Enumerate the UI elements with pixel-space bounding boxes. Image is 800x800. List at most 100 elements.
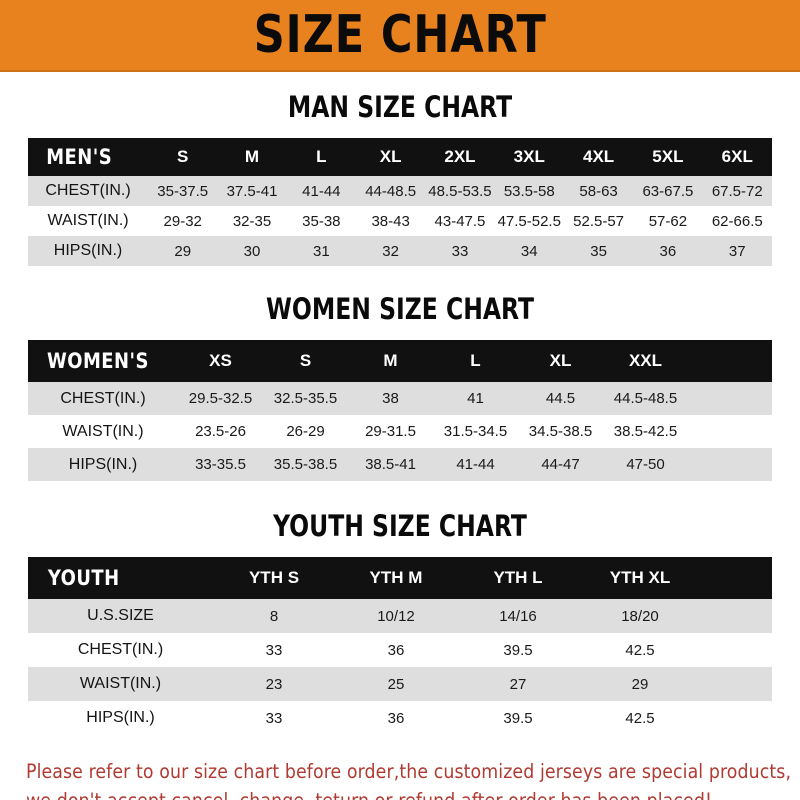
youth-cell: 39.5 <box>503 709 533 727</box>
table-row: CHEST(IN.) 33 36 39.5 42.5 <box>28 633 772 667</box>
men-row-label: WAIST(IN.) <box>47 212 129 229</box>
youth-cell: 36 <box>387 641 405 659</box>
women-row-label: WAIST(IN.) <box>62 422 144 440</box>
men-row-label: HIPS(IN.) <box>53 242 123 259</box>
women-cell: 29-31.5 <box>365 423 416 440</box>
youth-cell: 18/20 <box>621 607 659 625</box>
men-cell: 57-62 <box>648 212 688 230</box>
men-corner-label: MEN'S <box>46 145 113 169</box>
youth-header-row: YOUTH YTH S YTH M YTH L YTH XL <box>28 557 772 599</box>
men-size-header: 2XL <box>444 147 476 166</box>
women-cell: 29.5-32.5 <box>188 390 253 407</box>
women-cell: 32.5-35.5 <box>273 390 338 407</box>
women-table-head: WOMEN'S XS S M L XL XXL <box>28 340 772 382</box>
men-cell: 43-47.5 <box>434 212 486 230</box>
youth-cell: 23 <box>265 675 283 693</box>
youth-cell: 36 <box>387 709 405 727</box>
men-cell: 35-38 <box>302 212 341 230</box>
men-cell: 41-44 <box>302 182 341 200</box>
men-cell: 63-67.5 <box>642 182 694 200</box>
youth-size-header: YTH M <box>369 568 423 587</box>
men-cell: 48.5-53.5 <box>428 182 492 200</box>
women-cell: 23.5-26 <box>195 423 246 440</box>
men-size-header: XL <box>379 147 402 166</box>
women-cell: 34.5-38.5 <box>528 423 593 440</box>
men-cell: 44-48.5 <box>365 182 417 200</box>
men-size-header: L <box>316 147 327 166</box>
youth-cell: 29 <box>631 675 649 693</box>
youth-cell: 33 <box>265 709 283 727</box>
women-cell: 33-35.5 <box>195 456 246 473</box>
page-title: SIZE CHART <box>253 5 547 65</box>
youth-row-label: WAIST(IN.) <box>79 675 162 692</box>
women-size-header: L <box>470 351 481 370</box>
table-row: WAIST(IN.) 29-32 32-35 35-38 38-43 43-47… <box>28 206 772 236</box>
men-size-header: M <box>244 147 260 166</box>
women-cell: 35.5-38.5 <box>273 456 338 473</box>
men-cell: 47.5-52.5 <box>497 212 561 230</box>
men-cell: 33 <box>451 242 469 260</box>
footer-disclaimer: Please refer to our size chart before or… <box>0 757 800 800</box>
women-cell: 47-50 <box>626 456 665 473</box>
youth-row-label: U.S.SIZE <box>87 607 154 624</box>
women-size-header: XS <box>209 351 232 370</box>
women-cell-filler <box>688 415 772 448</box>
men-cell: 35 <box>590 242 607 260</box>
men-section-title: MAN SIZE CHART <box>287 90 513 124</box>
men-cell: 52.5-57 <box>573 212 625 230</box>
women-cell-filler <box>688 382 772 415</box>
women-table-body: CHEST(IN.) 29.5-32.5 32.5-35.5 38 41 44.… <box>28 382 772 481</box>
youth-cell: 33 <box>265 641 283 659</box>
table-row: WAIST(IN.) 23 25 27 29 <box>28 667 772 701</box>
men-cell: 35-37.5 <box>157 182 209 200</box>
men-table-head: MEN'S S M L XL 2XL 3XL 4XL 5XL 6XL <box>28 138 772 176</box>
men-size-table: MEN'S S M L XL 2XL 3XL 4XL 5XL 6XL CHEST… <box>28 138 772 266</box>
women-cell: 41-44 <box>456 456 495 473</box>
women-cell: 31.5-34.5 <box>443 423 508 440</box>
women-corner-label: WOMEN'S <box>46 349 149 373</box>
women-section-title: WOMEN SIZE CHART <box>266 292 534 326</box>
men-cell: 29-32 <box>163 212 202 230</box>
men-cell: 62-66.5 <box>711 212 763 230</box>
youth-cell: 42.5 <box>625 709 655 727</box>
table-row: CHEST(IN.) 29.5-32.5 32.5-35.5 38 41 44.… <box>28 382 772 415</box>
women-cell: 44.5 <box>545 390 576 407</box>
page-banner: SIZE CHART <box>0 0 800 72</box>
men-header-row: MEN'S S M L XL 2XL 3XL 4XL 5XL 6XL <box>28 138 772 176</box>
women-cell: 38 <box>382 390 399 407</box>
youth-cell: 42.5 <box>625 641 655 659</box>
youth-cell: 8 <box>269 607 279 625</box>
men-cell: 32-35 <box>232 212 272 230</box>
women-cell: 38.5-41 <box>365 456 416 473</box>
footer-line: Please refer to our size chart before or… <box>26 760 792 783</box>
youth-corner-label: YOUTH <box>47 566 120 590</box>
women-row-label: HIPS(IN.) <box>68 455 138 473</box>
youth-size-header: YTH S <box>248 568 300 587</box>
women-cell: 44.5-48.5 <box>613 390 678 407</box>
men-size-header: 6XL <box>721 147 753 166</box>
men-cell: 34 <box>520 242 538 260</box>
men-size-header: 3XL <box>513 147 545 166</box>
youth-size-header: YTH XL <box>609 568 671 587</box>
youth-section-title: YOUTH SIZE CHART <box>273 509 527 543</box>
youth-cell: 10/12 <box>377 607 415 625</box>
women-size-table: WOMEN'S XS S M L XL XXL CHEST(IN.) 29.5-… <box>28 340 772 481</box>
youth-cell: 25 <box>387 675 405 693</box>
women-header-filler <box>688 340 772 382</box>
women-size-header: XXL <box>628 351 663 370</box>
men-cell: 32 <box>382 242 399 260</box>
youth-size-header: YTH L <box>493 568 543 587</box>
table-row: HIPS(IN.) 33-35.5 35.5-38.5 38.5-41 41-4… <box>28 448 772 481</box>
men-size-header: 5XL <box>652 147 684 166</box>
youth-size-table: YOUTH YTH S YTH M YTH L YTH XL U.S.SIZE … <box>28 557 772 735</box>
men-cell: 67.5-72 <box>711 182 763 200</box>
women-cell: 38.5-42.5 <box>613 423 678 440</box>
men-cell: 53.5-58 <box>503 182 555 200</box>
women-size-header: XL <box>549 351 572 370</box>
youth-cell: 39.5 <box>503 641 533 659</box>
youth-row-label: HIPS(IN.) <box>86 709 155 726</box>
men-cell: 36 <box>659 242 677 260</box>
women-size-header: M <box>383 351 398 370</box>
men-size-header: S <box>177 147 189 166</box>
